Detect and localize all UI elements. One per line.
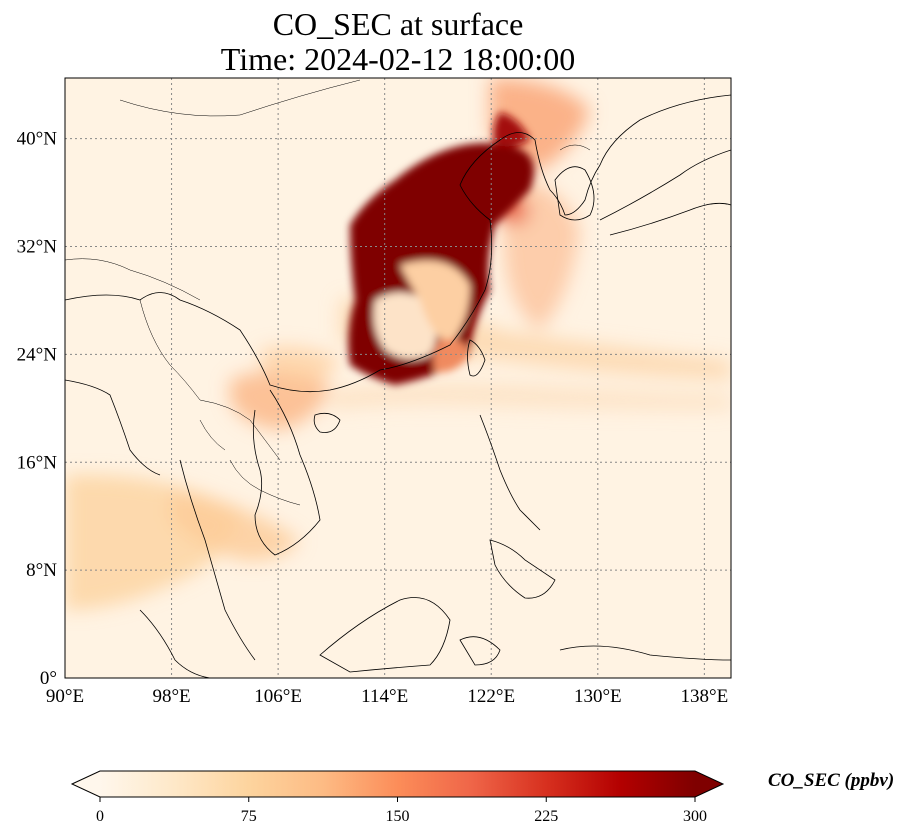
y-tick-label: 0° xyxy=(40,668,57,689)
y-tick-label: 24°N xyxy=(17,344,58,365)
x-tick-label: 106°E xyxy=(254,686,302,707)
map-title-line1: CO_SEC at surface xyxy=(272,6,524,42)
colorbar-tick-label: 150 xyxy=(386,808,410,825)
country-borders xyxy=(65,79,591,506)
x-axis-ticks: 90°E 98°E 106°E 114°E 122°E 130°E 138°E xyxy=(46,686,728,707)
map-title-line2: Time: 2024-02-12 18:00:00 xyxy=(220,41,576,77)
colorbar-ticks: 0 75 150 225 300 xyxy=(96,797,707,825)
gridlines xyxy=(65,78,731,678)
colorbar-tick-label: 300 xyxy=(683,808,707,825)
colorbar-tick-label: 225 xyxy=(534,808,558,825)
map-frame xyxy=(64,77,732,679)
colorbar-tick-label: 0 xyxy=(96,808,104,825)
colorbar-extend-low xyxy=(72,771,100,797)
co-concentration-field xyxy=(65,78,731,678)
x-tick-label: 130°E xyxy=(574,686,622,707)
colorbar-extend-high xyxy=(695,771,723,797)
y-tick-label: 40°N xyxy=(17,129,58,150)
colorbar xyxy=(70,770,725,798)
x-tick-label: 98°E xyxy=(152,686,190,707)
coastlines xyxy=(65,94,731,678)
x-tick-label: 122°E xyxy=(467,686,515,707)
y-tick-label: 8°N xyxy=(26,560,57,581)
y-axis-ticks: 0° 8°N 16°N 24°N 32°N 40°N xyxy=(17,129,58,689)
x-tick-label: 138°E xyxy=(681,686,729,707)
x-tick-label: 114°E xyxy=(361,686,408,707)
y-tick-label: 16°N xyxy=(17,452,58,473)
y-tick-label: 32°N xyxy=(17,237,58,258)
colorbar-tick-label: 75 xyxy=(241,808,257,825)
x-tick-label: 90°E xyxy=(46,686,84,707)
colorbar-label: CO_SEC (ppbv) xyxy=(768,770,895,791)
